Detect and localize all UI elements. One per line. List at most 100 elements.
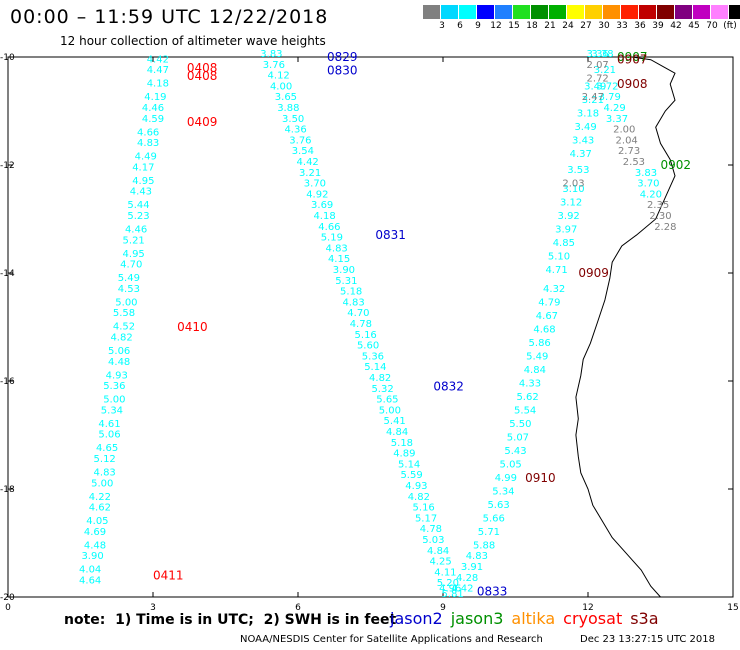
- wave-height-label: 5.54: [514, 405, 536, 416]
- wave-height-label: 3.43: [572, 135, 594, 146]
- wave-height-label: 4.25: [429, 557, 451, 568]
- wave-height-label: 4.83: [326, 243, 348, 254]
- wave-height-label: 5.58: [113, 308, 135, 319]
- wave-height-label: 3.21: [299, 168, 321, 179]
- wave-height-label: 5.49: [526, 351, 548, 362]
- colorbar-swatch: [602, 5, 620, 19]
- wave-height-label: 5.07: [507, 432, 529, 443]
- wave-height-label: 5.12: [94, 454, 116, 465]
- wave-height-label: 4.82: [369, 373, 391, 384]
- wave-height-label: 4.46: [125, 225, 147, 236]
- wave-height-label: 4.82: [110, 333, 132, 344]
- wave-height-label: 3.70: [304, 179, 326, 190]
- wave-height-label: 3.53: [567, 165, 589, 176]
- wave-height-label: 5.62: [516, 392, 538, 403]
- colorbar-swatch: [530, 5, 548, 19]
- wave-height-label: 3.92: [558, 211, 580, 222]
- wave-height-label: 5.65: [376, 395, 398, 406]
- wave-height-label: 5.16: [413, 503, 435, 514]
- y-tick-label: -12: [0, 161, 15, 171]
- wave-height-label: 3.97: [555, 225, 577, 236]
- colorbar-swatch: [728, 5, 740, 19]
- wave-height-label: 2.04: [616, 135, 638, 146]
- wave-height-label: 4.95: [123, 249, 145, 260]
- wave-height-label: 4.36: [284, 125, 306, 136]
- wave-height-label: 4.43: [130, 187, 152, 198]
- wave-height-label: 4.46: [142, 103, 164, 114]
- wave-height-label: 5.00: [103, 395, 125, 406]
- wave-height-label: 5.16: [355, 330, 377, 341]
- wave-height-label: 4.04: [79, 565, 101, 576]
- wave-height-label: 4.18: [147, 79, 169, 90]
- wave-height-label: 4.20: [640, 189, 662, 200]
- wave-height-label: 3.49: [584, 81, 606, 92]
- colorbar: [422, 5, 740, 19]
- wave-height-label: 5.20: [437, 578, 459, 589]
- x-tick-label: 3: [150, 603, 156, 613]
- wave-height-label: 5.71: [478, 527, 500, 538]
- wave-height-label: 4.18: [313, 211, 335, 222]
- wave-height-label: 5.88: [473, 540, 495, 551]
- wave-height-label: 3.83: [260, 49, 282, 60]
- wave-height-label: 5.00: [115, 297, 137, 308]
- wave-height-label: 5.23: [127, 211, 149, 222]
- colorbar-label: 27: [580, 21, 592, 31]
- colorbar-labels: 3 6 9 12 15 18 21 24 27 30 33 36 39 42 45 70 (ft): [422, 21, 740, 33]
- y-tick-label: -10: [0, 53, 15, 63]
- colorbar-swatch: [440, 5, 458, 19]
- wave-height-label: 4.70: [120, 260, 142, 271]
- colorbar-swatch: [692, 5, 710, 19]
- wave-height-label: 5.81: [442, 589, 464, 600]
- wave-height-label: 5.21: [123, 235, 145, 246]
- wave-height-label: 5.36: [362, 351, 384, 362]
- pass-time-label: 0408: [187, 69, 218, 83]
- wave-height-label: 5.50: [509, 419, 531, 430]
- wave-height-label: 4.52: [113, 322, 135, 333]
- wave-height-label: 5.59: [400, 470, 422, 481]
- pass-time-label: 0832: [433, 379, 464, 393]
- pass-time-label: 0902: [661, 158, 692, 172]
- wave-height-label: 2.73: [618, 146, 640, 157]
- wave-height-label: 4.53: [118, 284, 140, 295]
- colorbar-label: 39: [652, 21, 664, 31]
- legend-altika: altika: [511, 609, 556, 628]
- wave-height-label: 4.42: [147, 54, 169, 65]
- wave-height-label: 4.84: [386, 427, 408, 438]
- wave-height-label: 2.72: [587, 73, 609, 84]
- wave-height-label: 5.14: [398, 459, 420, 470]
- wave-height-label: 3.70: [637, 179, 659, 190]
- pass-time-label: 0411: [153, 568, 184, 582]
- legend-jason3: jason3: [450, 609, 504, 628]
- wave-height-label: 2.53: [623, 157, 645, 168]
- wave-height-label: 4.59: [142, 114, 164, 125]
- colorbar-swatch: [476, 5, 494, 19]
- wave-height-label: 5.10: [548, 252, 570, 263]
- wave-height-label: 3.90: [333, 265, 355, 276]
- y-tick-label: -16: [0, 377, 15, 387]
- wave-height-label: 5.17: [415, 513, 437, 524]
- wave-height-label: 3.91: [461, 562, 483, 573]
- wave-height-label: 4.93: [405, 481, 427, 492]
- wave-height-label: 4.84: [427, 546, 449, 557]
- pass-time-label: 0909: [578, 266, 609, 280]
- colorbar-swatch: [710, 5, 728, 19]
- colorbar-swatch: [422, 5, 440, 19]
- wave-height-label: 4.17: [132, 162, 154, 173]
- colorbar-swatch: [548, 5, 566, 19]
- colorbar-label: (ft): [723, 21, 737, 31]
- wave-height-label: 5.41: [384, 416, 406, 427]
- wave-height-label: 5.63: [487, 500, 509, 511]
- wave-height-label: 4.78: [420, 524, 442, 535]
- wave-height-label: 3.76: [289, 135, 311, 146]
- pass-time-label: 0408: [187, 61, 218, 75]
- pass-time-label: 0831: [375, 228, 406, 242]
- wave-height-label: 4.82: [408, 492, 430, 503]
- wave-height-label: 5.60: [357, 341, 379, 352]
- pass-time-label: 0907: [617, 53, 648, 67]
- generated-timestamp: Dec 23 13:27:15 UTC 2018: [580, 634, 715, 645]
- wave-height-label: 4.89: [393, 449, 415, 460]
- wave-height-label: 3.49: [574, 122, 596, 133]
- colorbar-label: 21: [544, 21, 556, 31]
- colorbar-swatch: [620, 5, 638, 19]
